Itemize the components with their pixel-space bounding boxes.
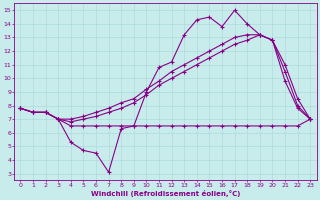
X-axis label: Windchill (Refroidissement éolien,°C): Windchill (Refroidissement éolien,°C)	[91, 190, 240, 197]
